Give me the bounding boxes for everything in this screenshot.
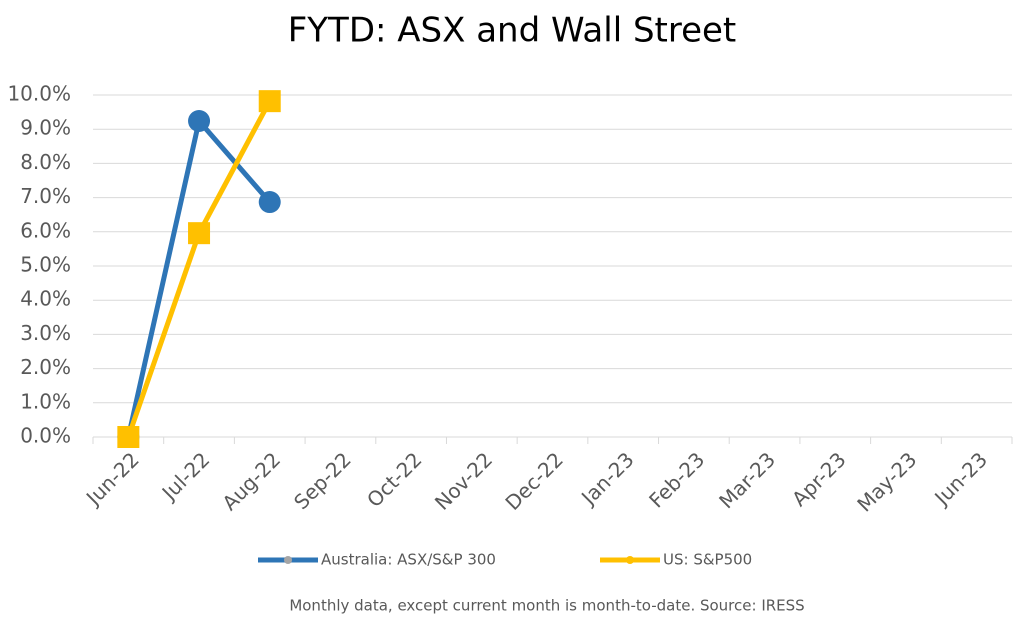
chart-title: FYTD: ASX and Wall Street	[288, 11, 737, 51]
x-tick-label: Aug-22	[217, 447, 285, 515]
footnote: Monthly data, except current month is mo…	[289, 597, 804, 615]
x-tick-label: Dec-22	[500, 447, 567, 514]
x-tick-label: Jun-22	[80, 447, 144, 511]
series-line	[125, 99, 272, 438]
y-tick-label: 5.0%	[20, 253, 71, 277]
x-tick-label: Jan-23	[575, 447, 638, 510]
y-tick-label: 1.0%	[20, 389, 71, 413]
x-tick-label: Jun-23	[928, 447, 992, 511]
y-tick-label: 10.0%	[7, 82, 71, 106]
y-tick-label: 0.0%	[20, 424, 71, 448]
x-tick-label: Jul-22	[156, 447, 215, 506]
x-tick-label: Oct-22	[362, 447, 427, 512]
legend-label: US: S&P500	[663, 551, 752, 569]
series-line	[125, 118, 272, 438]
y-tick-label: 8.0%	[20, 150, 71, 174]
legend-marker	[284, 556, 292, 564]
x-tick-label: Apr-23	[787, 447, 851, 511]
y-tick-label: 9.0%	[20, 116, 71, 140]
legend-marker	[626, 556, 634, 564]
marker	[188, 109, 211, 132]
y-tick-label: 7.0%	[20, 184, 71, 208]
x-tick-label: Feb-23	[644, 447, 709, 512]
x-tick-label: Nov-22	[430, 447, 497, 514]
y-tick-label: 3.0%	[20, 321, 71, 345]
x-tick-label: May-23	[852, 447, 921, 516]
y-tick-label: 6.0%	[20, 218, 71, 242]
y-tick-label: 4.0%	[20, 287, 71, 311]
marker	[117, 426, 140, 448]
marker	[258, 191, 281, 214]
marker	[258, 90, 281, 113]
legend-label: Australia: ASX/S&P 300	[321, 551, 496, 569]
x-tick-label: Mar-23	[714, 447, 780, 513]
marker	[188, 222, 211, 245]
y-tick-label: 2.0%	[20, 355, 71, 379]
x-tick-label: Sep-22	[289, 447, 356, 514]
